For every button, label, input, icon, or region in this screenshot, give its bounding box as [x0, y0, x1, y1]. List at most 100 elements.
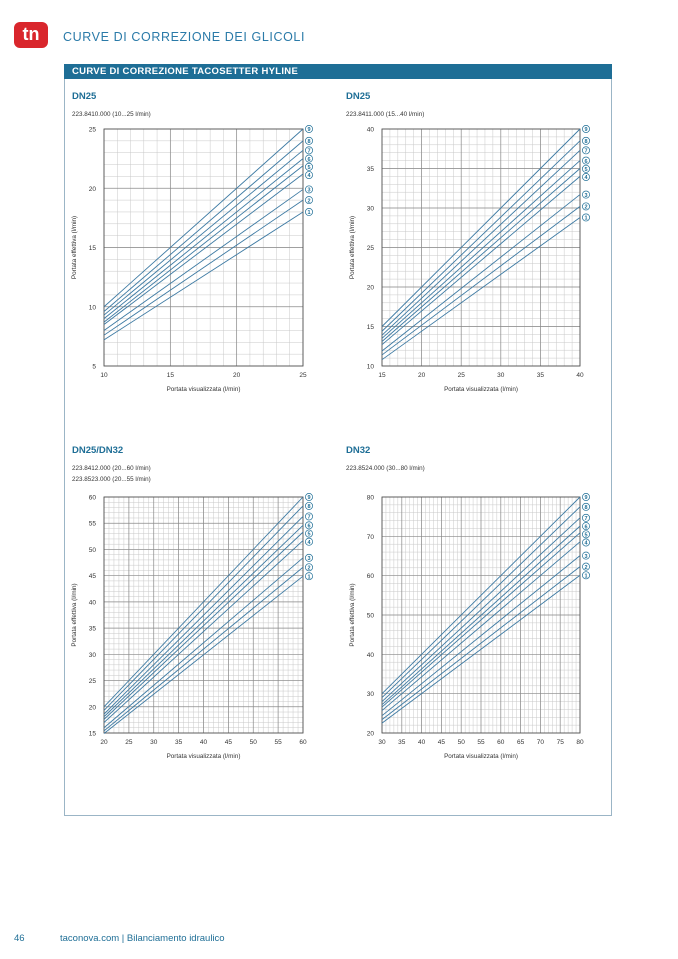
series-label-3: 3 — [584, 554, 587, 560]
series-marker-8 — [582, 136, 590, 145]
product-code: 223.8524.000 (30...80 l/min) — [346, 465, 425, 472]
x-tick-label: 40 — [576, 372, 584, 379]
y-tick-label: 20 — [89, 704, 97, 711]
series-label-2: 2 — [307, 198, 310, 204]
y-tick-label: 15 — [89, 245, 97, 252]
series-label-2: 2 — [307, 565, 310, 571]
series-marker-1 — [305, 207, 313, 216]
chart-title: DN25 — [72, 91, 97, 102]
y-tick-label: 10 — [367, 364, 375, 371]
series-marker-2 — [582, 562, 590, 571]
y-tick-label: 10 — [89, 304, 97, 311]
series-label-6: 6 — [584, 524, 587, 530]
series-marker-2 — [305, 196, 313, 205]
y-tick-label: 55 — [89, 521, 97, 528]
x-tick-label: 30 — [378, 739, 386, 746]
series-line-3 — [103, 189, 304, 331]
x-tick-label: 25 — [458, 372, 466, 379]
series-line-2 — [103, 566, 304, 732]
series-label-6: 6 — [307, 524, 310, 530]
x-tick-label: 40 — [200, 739, 208, 746]
y-tick-label: 60 — [89, 495, 97, 502]
series-line-5 — [381, 168, 581, 342]
x-tick-label: 15 — [167, 372, 175, 379]
series-marker-6 — [305, 521, 313, 530]
series-marker-4 — [305, 537, 313, 546]
x-tick-label: 55 — [477, 739, 485, 746]
series-label-2: 2 — [584, 565, 587, 571]
chart-dn25-dn32-20-60: DN25/DN32 223.8412.000 (20...60 l/min) 223… — [71, 445, 313, 760]
panel-title: CURVE DI CORREZIONE TACOSETTER HYLINE — [72, 66, 299, 77]
chart-title: DN32 — [346, 445, 370, 456]
plot-frame — [381, 128, 581, 367]
series-line-3 — [381, 194, 581, 352]
series-line-4 — [381, 176, 581, 346]
series-label-3: 3 — [307, 188, 310, 194]
series-line-7 — [103, 516, 304, 715]
series-line-7 — [103, 149, 304, 316]
y-axis-label: Portata effettiva (l/min) — [349, 216, 356, 279]
series-marker-1 — [582, 213, 590, 222]
x-tick-label: 10 — [100, 372, 108, 379]
product-code: 223.8412.000 (20...60 l/min) — [72, 465, 151, 472]
chart-title: DN25 — [346, 91, 371, 102]
series-line-1 — [381, 217, 581, 361]
grid — [103, 128, 304, 367]
x-tick-label: 75 — [557, 739, 565, 746]
series-marker-1 — [305, 572, 313, 581]
plot-frame — [103, 496, 304, 734]
series-line-6 — [381, 525, 581, 706]
series-label-3: 3 — [307, 556, 310, 562]
y-axis-label: Portata effettiva (l/min) — [349, 583, 356, 646]
y-tick-label: 45 — [89, 573, 97, 580]
product-code: 223.8411.000 (15...40 l/min) — [346, 111, 424, 118]
series-label-9: 9 — [584, 127, 587, 133]
y-axis-label: Portata effettiva (l/min) — [71, 583, 78, 646]
series-label-8: 8 — [307, 504, 310, 510]
y-tick-label: 25 — [89, 678, 97, 685]
y-tick-label: 30 — [89, 652, 97, 659]
x-tick-label: 50 — [250, 739, 258, 746]
series-label-5: 5 — [584, 167, 587, 173]
series-line-1 — [381, 574, 581, 724]
x-tick-label: 30 — [497, 372, 505, 379]
series-line-8 — [103, 505, 304, 711]
x-axis-label: Portata visualizzata (l/min) — [167, 753, 241, 760]
series-line-5 — [381, 532, 581, 708]
x-tick-label: 25 — [299, 372, 307, 379]
series-line-1 — [103, 211, 304, 341]
series-label-8: 8 — [584, 139, 587, 145]
y-tick-label: 30 — [367, 206, 375, 213]
y-tick-label: 40 — [89, 599, 97, 606]
series-label-4: 4 — [584, 175, 588, 181]
series-line-9 — [381, 496, 581, 694]
x-tick-label: 25 — [125, 739, 133, 746]
series-marker-6 — [305, 154, 313, 163]
series-label-6: 6 — [584, 159, 587, 165]
series-marker-7 — [305, 512, 313, 521]
series-line-5 — [103, 531, 304, 720]
series-marker-6 — [582, 156, 590, 165]
series-marker-5 — [582, 164, 590, 173]
series-label-7: 7 — [307, 149, 310, 155]
series-label-9: 9 — [307, 495, 310, 501]
series-marker-8 — [305, 136, 313, 145]
series-marker-2 — [305, 563, 313, 572]
series-label-4: 4 — [307, 540, 311, 546]
series-marker-4 — [305, 171, 313, 179]
x-axis-label: Portata visualizzata (l/min) — [167, 386, 241, 393]
y-tick-label: 50 — [367, 613, 375, 620]
x-tick-label: 35 — [175, 739, 183, 746]
series-marker-5 — [582, 530, 590, 539]
y-tick-label: 70 — [367, 534, 375, 541]
x-tick-label: 40 — [418, 739, 426, 746]
series-label-7: 7 — [584, 149, 587, 155]
taconova-logo: tn — [14, 22, 48, 48]
series-label-3: 3 — [584, 193, 587, 199]
series-line-5 — [103, 165, 304, 323]
series-line-4 — [103, 540, 304, 723]
y-tick-label: 25 — [367, 245, 375, 252]
